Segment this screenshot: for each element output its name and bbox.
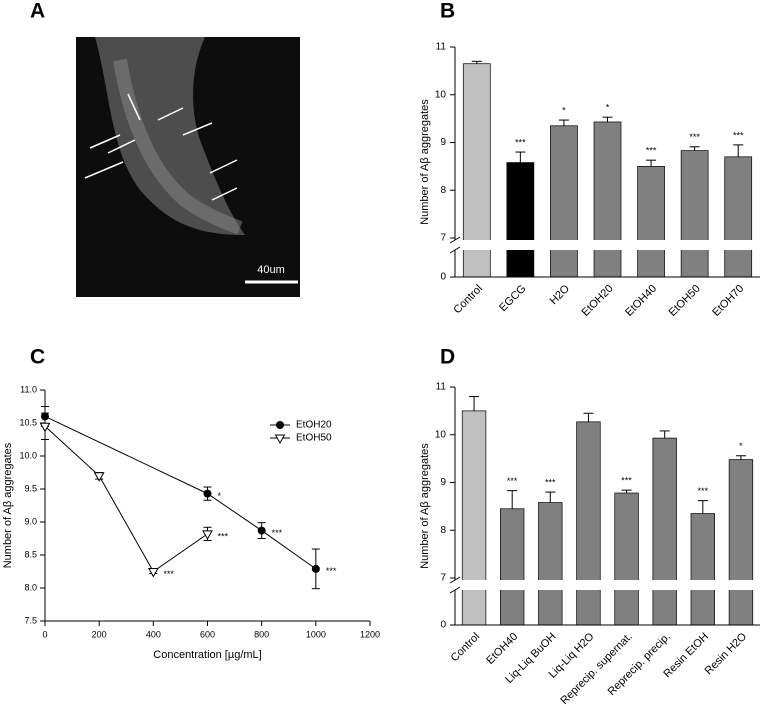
x-tick-label: 1000 — [306, 629, 326, 639]
significance: *** — [163, 569, 174, 579]
significance: *** — [218, 531, 229, 541]
break-mark — [449, 586, 461, 594]
y-axis-label: Number of Aβ aggregates — [2, 442, 14, 568]
y-tick-label: 7 — [440, 573, 446, 584]
marker — [202, 530, 213, 540]
x-tick-label: 400 — [146, 629, 161, 639]
significance: *** — [621, 476, 632, 486]
significance: *** — [507, 476, 518, 486]
x-axis-label: Concentration [µg/mL] — [153, 649, 261, 661]
significance: * — [562, 105, 566, 115]
bar — [500, 508, 525, 626]
x-tick-label: EtOH20 — [580, 283, 616, 319]
y-tick-label: 11 — [436, 42, 447, 53]
break-mark — [449, 576, 461, 584]
panel-letter: D — [440, 346, 455, 369]
y-tick-label: 10 — [435, 429, 447, 440]
marker — [311, 564, 320, 573]
y-tick-label: 8 — [440, 525, 446, 536]
axis-break-gap — [447, 580, 760, 590]
panel-letter: C — [30, 346, 45, 369]
x-tick-label: 0 — [42, 629, 47, 639]
marker — [39, 422, 51, 433]
bar — [724, 156, 753, 278]
panel-letter: B — [440, 0, 455, 23]
significance: *** — [689, 132, 700, 142]
y-tick-label: 11.0 — [20, 384, 37, 394]
y-tick-label: 7 — [440, 233, 446, 244]
legend-marker — [276, 421, 284, 429]
y-tick-label: 10.0 — [19, 450, 37, 460]
y-tick-label: 9.5 — [24, 483, 37, 493]
significance: *** — [733, 130, 744, 140]
marker — [93, 472, 105, 482]
bar — [680, 150, 709, 278]
x-tick-label: EtOH40 — [484, 631, 520, 667]
x-tick-label: 1200 — [360, 629, 380, 639]
x-tick-label: H2O — [548, 282, 573, 307]
x-tick-label: Resin H2O — [703, 630, 750, 677]
bar — [593, 121, 622, 278]
y-tick-label: 0 — [440, 620, 446, 631]
marker — [257, 526, 266, 535]
x-tick-label: 800 — [254, 629, 269, 639]
y-tick-label: 11 — [436, 382, 447, 393]
scale-bar-label: 40um — [257, 264, 285, 276]
axis-break-gap — [447, 240, 760, 250]
y-tick-label: 10 — [435, 89, 447, 100]
break-mark — [449, 246, 461, 254]
bar — [728, 459, 754, 626]
x-tick-label: Control — [451, 283, 485, 317]
y-axis-label: Number of Aβ aggregates — [419, 99, 431, 225]
x-tick-label: 600 — [200, 629, 215, 639]
significance: *** — [272, 528, 283, 538]
bar — [652, 437, 677, 626]
break-mark — [449, 236, 461, 244]
y-tick-label: 8.0 — [24, 582, 37, 592]
y-tick-label: 8.5 — [24, 549, 37, 559]
bar — [576, 421, 601, 626]
series-line — [44, 415, 317, 570]
x-tick-label: 200 — [92, 629, 107, 639]
bar — [614, 492, 639, 626]
x-tick-label: EtOH70 — [710, 283, 746, 319]
y-tick-label: 8 — [440, 185, 446, 196]
y-axis-label: Number of Aβ aggregates — [419, 443, 431, 569]
significance: * — [606, 103, 610, 113]
y-tick-label: 9 — [440, 137, 446, 148]
x-tick-label: EGCG — [497, 283, 528, 314]
bar — [550, 125, 578, 278]
significance: *** — [515, 137, 526, 147]
y-tick-label: 7.5 — [24, 615, 37, 625]
x-tick-label: Control — [449, 631, 483, 665]
y-tick-label: 10.5 — [19, 417, 37, 427]
x-tick-label: EtOH50 — [667, 283, 703, 319]
micrograph: 40um — [76, 37, 300, 297]
significance: * — [739, 441, 743, 451]
significance: *** — [326, 566, 337, 576]
legend-label: EtOH50 — [296, 433, 332, 444]
panel-letter: A — [30, 0, 45, 23]
significance: *** — [698, 486, 709, 496]
bar — [637, 166, 665, 278]
bar — [538, 502, 563, 626]
legend-marker — [274, 434, 286, 445]
x-tick-label: EtOH40 — [623, 283, 659, 319]
series-line — [44, 425, 208, 573]
marker — [203, 489, 212, 498]
y-tick-label: 9 — [440, 477, 446, 488]
legend-label: EtOH20 — [296, 420, 332, 431]
bar — [506, 162, 535, 278]
x-tick-label: Reprecip. supernat. — [558, 631, 634, 706]
significance: *** — [646, 146, 657, 156]
marker — [147, 568, 159, 578]
significance: * — [218, 491, 222, 501]
bar — [461, 410, 487, 626]
significance: *** — [545, 477, 556, 487]
y-tick-label: 0 — [440, 272, 446, 283]
bar — [690, 513, 715, 626]
y-tick-label: 9.0 — [24, 516, 37, 526]
